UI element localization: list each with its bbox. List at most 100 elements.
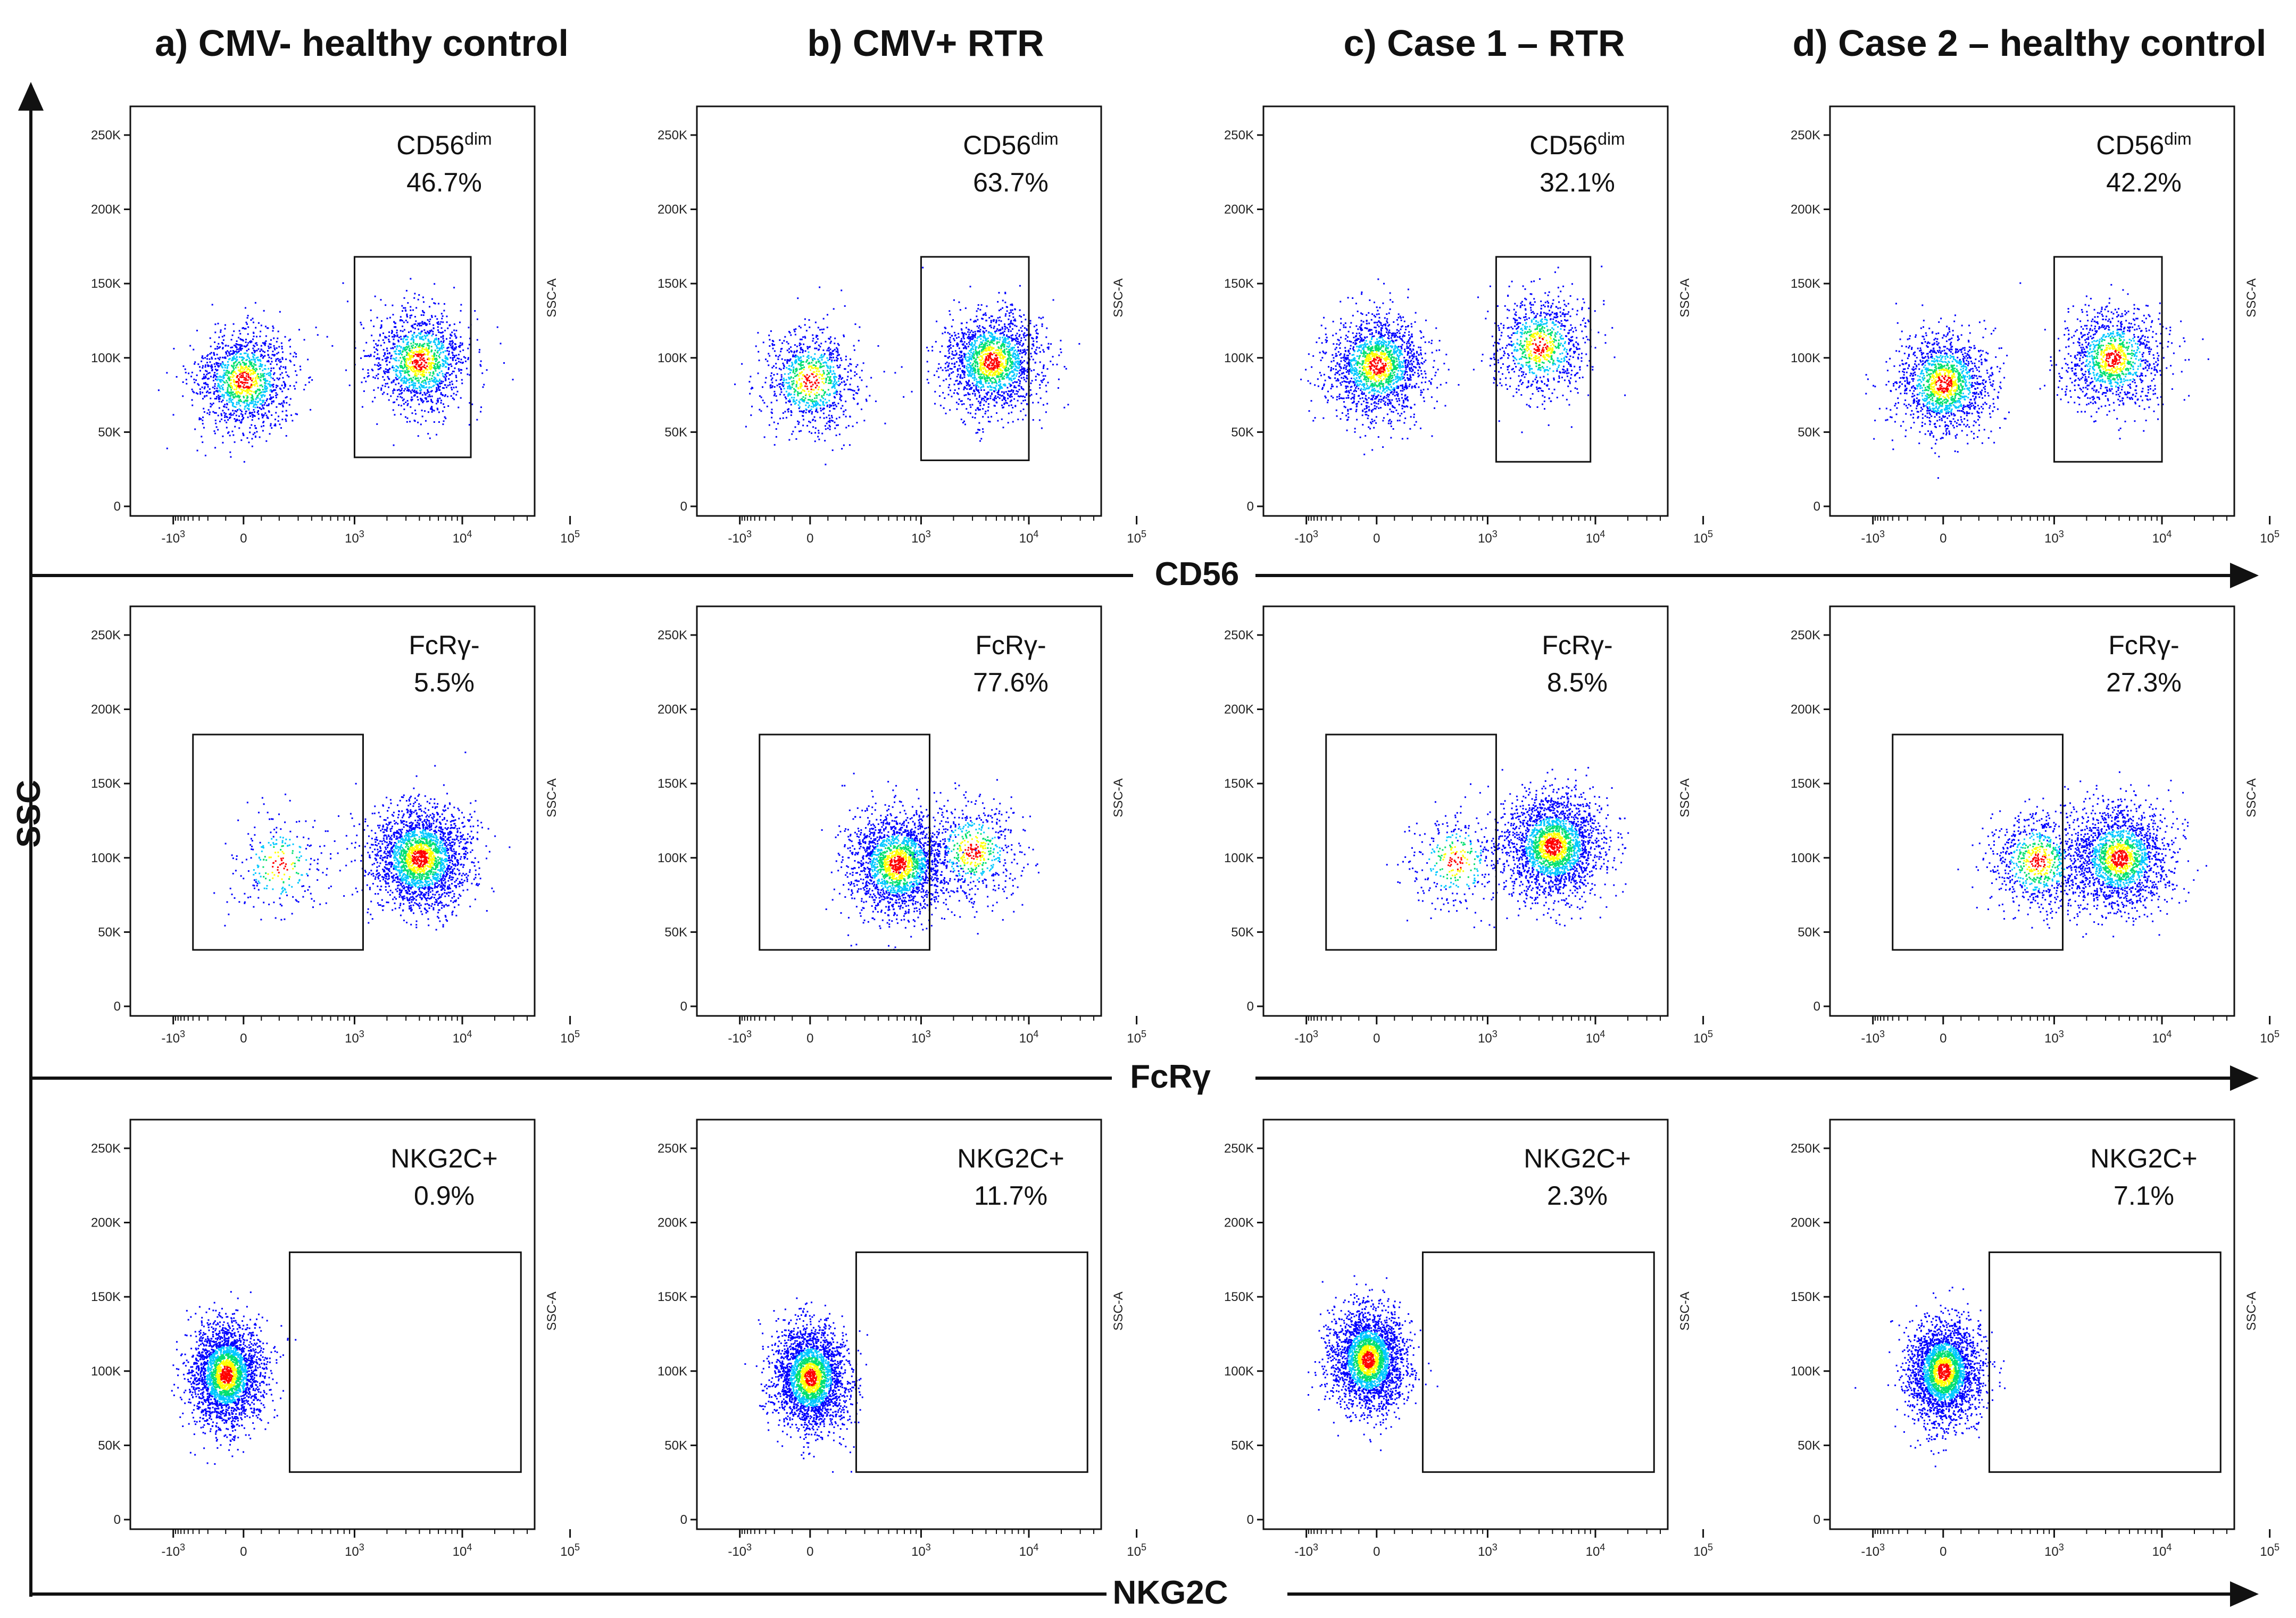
event-dot [378,358,380,360]
event-dot [251,358,253,361]
event-dot [833,402,835,404]
event-dot [414,394,416,396]
event-dot [296,413,298,415]
event-dot [827,421,829,423]
event-dot [402,382,404,384]
event-dot [970,357,972,360]
event-dot [396,332,398,334]
event-dot [223,369,225,371]
event-dot [432,333,434,335]
event-dot [247,333,249,335]
event-dot [387,376,389,378]
event-dot [1007,394,1009,396]
event-dot [405,358,407,360]
event-dot [259,399,261,402]
event-dot [278,360,280,362]
event-dot [250,402,252,404]
event-dot [345,369,347,371]
event-dot [428,320,430,322]
event-dot [1018,366,1020,368]
event-dot [414,360,416,362]
event-dot [1020,395,1022,397]
event-dot [386,337,388,339]
event-dot [413,389,415,391]
event-dot [420,423,422,426]
event-dot [1010,364,1012,366]
event-dot [242,382,244,385]
event-dot [240,349,242,351]
event-dot [403,408,405,411]
event-dot [968,337,970,339]
event-dot [997,388,1000,390]
event-dot [226,391,228,394]
event-dot [947,369,949,371]
event-dot [1000,347,1002,349]
event-dot [1042,367,1044,369]
event-dot [404,366,406,368]
event-dot [279,387,281,389]
event-dot [999,329,1001,331]
event-dot [413,332,415,335]
event-dot [246,386,248,388]
event-dot [1003,365,1005,368]
event-dot [225,352,227,354]
event-dot [259,393,261,395]
event-dot [1011,361,1013,363]
event-dot [425,354,427,356]
event-dot [281,358,284,360]
event-dot [1005,363,1007,365]
event-dot [798,406,801,408]
event-dot [269,394,271,396]
event-dot [828,382,830,384]
event-dot [403,297,405,299]
event-dot [976,310,978,312]
event-dot [247,348,249,351]
event-dot [849,416,851,418]
event-dot [432,371,435,373]
event-dot [240,439,243,441]
event-dot [1029,320,1031,322]
event-dot [238,427,240,429]
event-dot [272,383,274,386]
event-dot [376,357,378,360]
event-dot [822,389,824,391]
event-dot [414,374,416,376]
event-dot [194,428,196,430]
event-dot [228,413,230,415]
event-dot [1045,411,1047,413]
event-dot [397,382,400,385]
event-dot [423,312,425,314]
event-dot [1011,361,1013,363]
event-dot [254,401,256,403]
event-dot [437,323,439,325]
event-dot [991,341,993,344]
event-dot [801,367,803,369]
event-dot [1021,373,1023,375]
event-dot [388,335,390,337]
event-dot [437,398,439,400]
event-dot [400,352,402,354]
event-dot [377,387,379,389]
event-dot [416,361,418,363]
event-dot [242,356,244,358]
event-dot [253,345,255,347]
event-dot [814,342,817,344]
event-dot [420,368,422,370]
event-dot [442,365,444,368]
event-dot [210,376,212,378]
event-dot [422,310,424,312]
event-dot [971,343,973,345]
event-dot [412,340,414,342]
event-dot [801,364,803,366]
event-dot [966,343,968,345]
event-dot [247,372,249,374]
event-dot [944,331,946,333]
event-dot [1024,351,1026,353]
event-dot [1000,369,1002,371]
event-dot [444,362,446,364]
event-dot [826,373,828,376]
event-dot [803,399,805,401]
event-dot [401,377,403,379]
event-dot [981,376,984,378]
event-dot [970,375,972,377]
